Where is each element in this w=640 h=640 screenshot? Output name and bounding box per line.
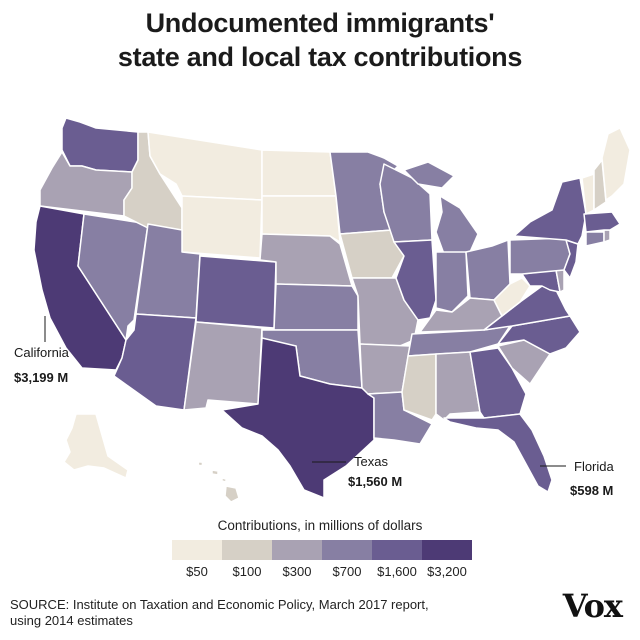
legend-label-4: $1,600 xyxy=(377,564,417,579)
vox-logo: Vox xyxy=(562,587,623,625)
texas-label: Texas xyxy=(354,454,388,469)
state-HI xyxy=(197,461,240,503)
legend-swatch-5 xyxy=(422,540,472,560)
state-MS xyxy=(401,353,437,421)
california-label: California xyxy=(14,345,70,360)
california-value: $3,199 M xyxy=(14,370,68,385)
legend-label-5: $3,200 xyxy=(427,564,467,579)
state-MA xyxy=(583,211,621,233)
state-TX xyxy=(221,337,375,499)
chart-title: Undocumented immigrants' state and local… xyxy=(0,6,640,74)
florida-value: $598 M xyxy=(570,483,613,498)
legend-title: Contributions, in millions of dollars xyxy=(217,518,423,533)
state-WA xyxy=(61,117,139,173)
legend-label-0: $50 xyxy=(186,564,208,579)
legend-swatch-3 xyxy=(322,540,372,560)
source-line-2: using 2014 estimates xyxy=(10,613,133,628)
state-IL xyxy=(393,239,437,321)
legend-labels: $50 $100 $300 $700 $1,600 $3,200 xyxy=(172,564,472,582)
legend-swatch-0 xyxy=(172,540,222,560)
legend-swatch-4 xyxy=(372,540,422,560)
source-line-1: SOURCE: Institute on Taxation and Econom… xyxy=(10,597,429,612)
legend-swatch-2 xyxy=(272,540,322,560)
state-CT xyxy=(585,231,605,247)
title-line-2: state and local tax contributions xyxy=(117,42,523,72)
state-WY xyxy=(181,195,263,259)
legend-swatch-1 xyxy=(222,540,272,560)
legend-label-1: $100 xyxy=(232,564,262,579)
florida-label: Florida xyxy=(574,459,615,474)
state-FL xyxy=(443,413,553,493)
legend-label-3: $700 xyxy=(332,564,362,579)
state-CO xyxy=(195,255,277,329)
title-line-1: Undocumented immigrants' xyxy=(145,8,495,38)
source-note: SOURCE: Institute on Taxation and Econom… xyxy=(10,597,530,629)
state-AK xyxy=(63,413,129,479)
state-GA xyxy=(469,347,527,419)
state-PA xyxy=(509,237,571,275)
state-IA xyxy=(339,229,405,279)
legend-label-2: $300 xyxy=(282,564,312,579)
state-SD xyxy=(261,195,341,243)
state-ND xyxy=(261,149,337,197)
texas-value: $1,560 M xyxy=(348,474,402,489)
state-KS xyxy=(273,283,359,331)
state-NY xyxy=(513,177,587,245)
state-RI xyxy=(603,229,611,243)
legend-color-bar xyxy=(172,540,472,560)
state-ME xyxy=(601,127,631,201)
state-NM xyxy=(183,321,263,411)
state-IN xyxy=(435,251,469,313)
